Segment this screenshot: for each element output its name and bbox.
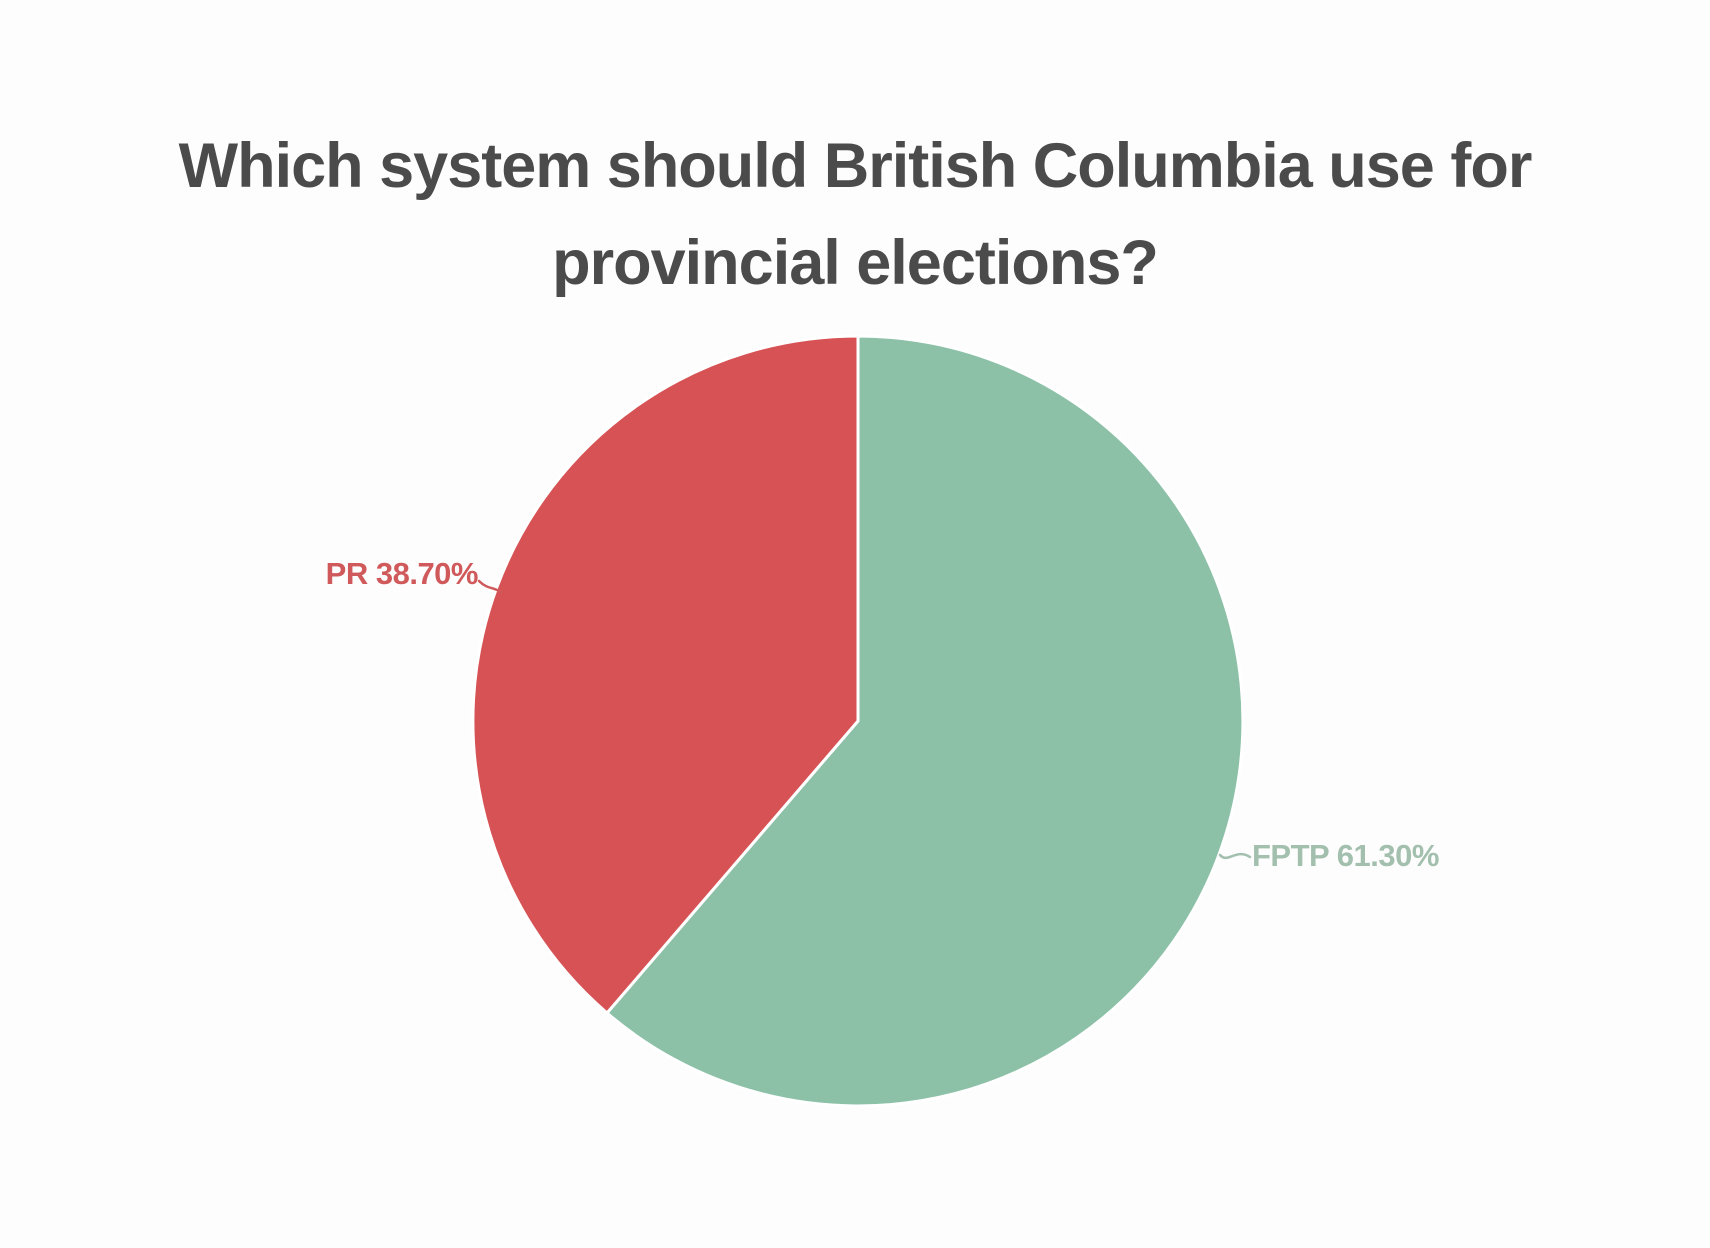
pie-slices xyxy=(471,334,1245,1108)
chart-title-line1: Which system should British Columbia use… xyxy=(178,131,1533,201)
slice-label-fptp: FPTP 61.30% xyxy=(1252,838,1439,873)
chart-title: Which system should British Columbia use… xyxy=(0,118,1710,312)
leader-line-fptp xyxy=(1218,852,1252,860)
slice-label-pr: PR 38.70% xyxy=(325,556,479,591)
chart-title-line2: provincial elections? xyxy=(552,228,1159,298)
leader-line-pr xyxy=(477,579,503,594)
pie-slice-pr[interactable] xyxy=(471,334,860,1015)
